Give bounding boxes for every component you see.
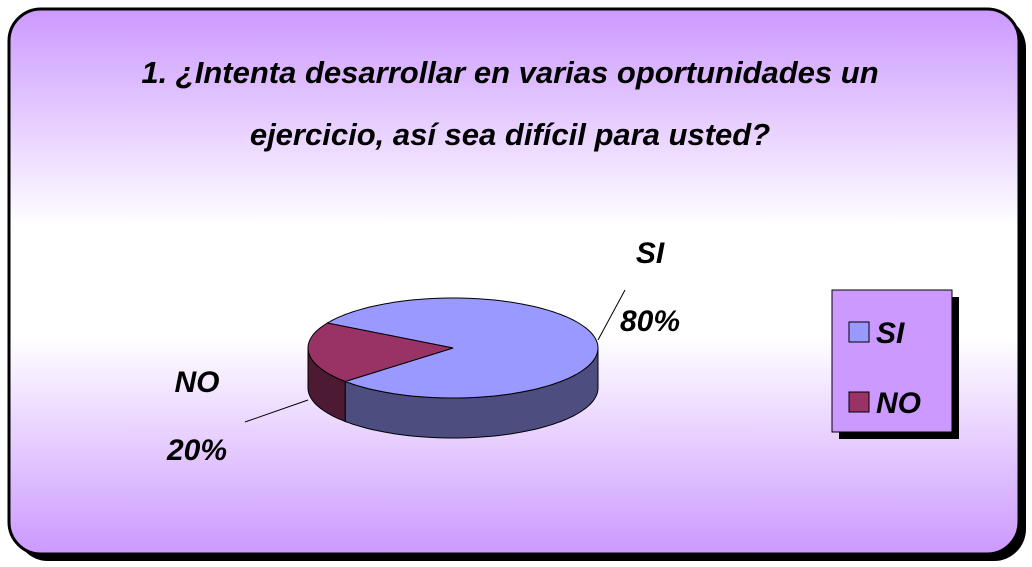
legend-swatch [848,391,870,413]
leader-line [597,289,626,341]
frame [7,7,1021,556]
data-label-name: NO [175,366,220,399]
data-label: 20% [166,434,227,467]
legend-swatch [848,321,870,343]
pie-slice [325,297,599,399]
chart-title: 1. ¿Intenta desarrollar en varias oportu… [141,55,879,152]
data-label: 80% [620,305,680,338]
legend-label: NO [876,387,921,420]
pie-slice [307,322,454,383]
data-label-name: SI [636,237,665,270]
legend-label: SI [876,317,905,350]
leader-line [244,399,309,423]
